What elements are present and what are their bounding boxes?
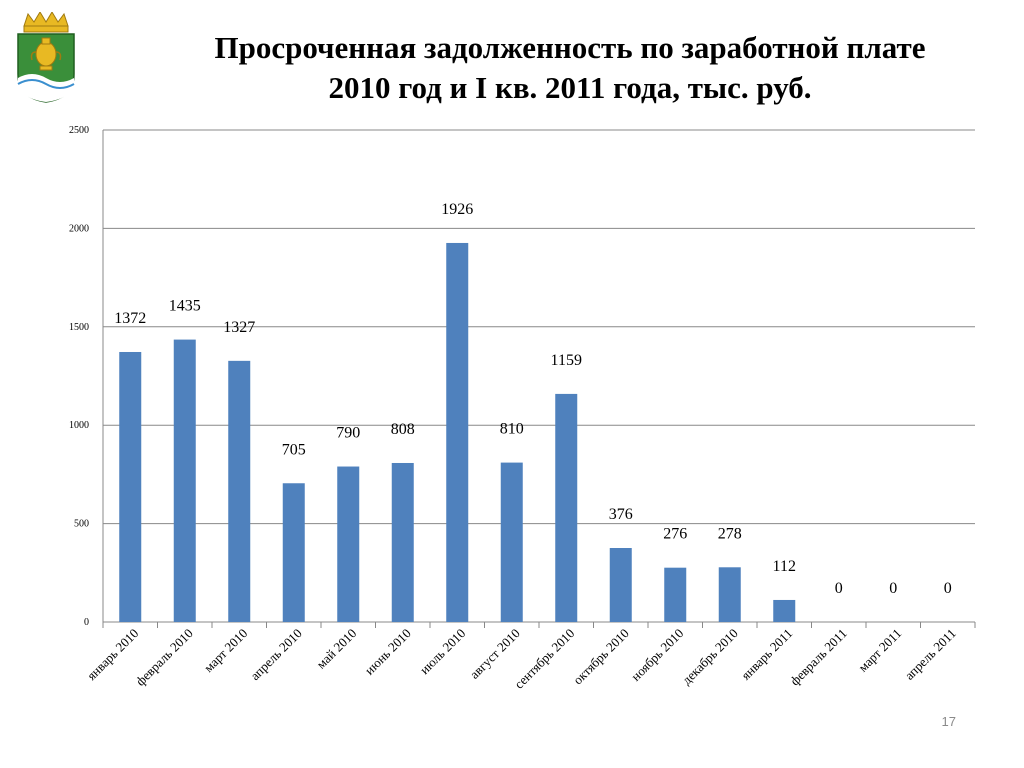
data-label-1: 1435 [169, 298, 201, 315]
data-label-13: 0 [835, 580, 843, 597]
bar-9 [609, 548, 632, 622]
data-label-7: 810 [500, 421, 524, 438]
data-label-2: 1327 [223, 319, 255, 336]
x-tick-label-12: январь 2011 [738, 626, 795, 683]
x-tick-label-2: март 2010 [201, 626, 251, 676]
x-tick-label-15: апрель 2011 [902, 626, 959, 683]
title-line-2: 2010 год и I кв. 2011 года, тыс. руб. [328, 70, 812, 105]
bar-5 [391, 462, 414, 622]
data-label-12: 112 [773, 558, 796, 575]
bar-4 [337, 466, 360, 622]
y-tick-label-1: 500 [74, 519, 89, 530]
x-tick-label-4: май 2010 [313, 626, 359, 672]
bar-3 [282, 483, 305, 622]
y-tick-label-4: 2000 [69, 223, 89, 234]
x-tick-label-6: июль 2010 [417, 626, 469, 678]
x-tick-label-0: январь 2010 [84, 626, 142, 684]
bar-8 [555, 393, 578, 622]
bar-1 [173, 339, 196, 622]
data-label-3: 705 [282, 441, 306, 458]
data-label-14: 0 [889, 580, 897, 597]
x-tick-label-1: февраль 2010 [133, 626, 196, 689]
y-tick-label-0: 0 [84, 617, 89, 628]
data-label-8: 1159 [551, 352, 582, 369]
bar-6 [446, 242, 469, 622]
y-tick-label-5: 2500 [69, 125, 89, 136]
x-tick-label-14: март 2011 [855, 626, 904, 675]
bar-0 [119, 351, 142, 622]
bar-11 [718, 567, 741, 622]
coat-of-arms-icon [17, 12, 75, 103]
chart-title: Просроченная задолженность по заработной… [150, 28, 990, 108]
slide-number: 17 [941, 714, 956, 729]
y-tick-label-2: 1000 [69, 420, 89, 431]
data-label-0: 1372 [114, 310, 146, 327]
bar-7 [500, 462, 523, 622]
data-label-6: 1926 [441, 201, 473, 218]
x-tick-label-11: декабрь 2010 [679, 626, 741, 688]
x-tick-label-7: август 2010 [467, 626, 523, 682]
data-label-15: 0 [944, 580, 952, 597]
bar-2 [228, 360, 251, 622]
data-label-4: 790 [336, 425, 360, 442]
y-tick-label-3: 1500 [69, 322, 89, 333]
data-label-5: 808 [391, 421, 415, 438]
data-label-9: 376 [609, 506, 633, 523]
x-tick-label-10: ноябрь 2010 [628, 626, 686, 684]
data-label-11: 278 [718, 525, 742, 542]
bar-10 [664, 567, 687, 622]
x-tick-label-5: июнь 2010 [362, 626, 414, 678]
title-line-1: Просроченная задолженность по заработной… [214, 30, 926, 65]
bar-12 [773, 599, 796, 622]
x-tick-label-13: февраль 2011 [787, 626, 850, 689]
x-tick-label-3: апрель 2010 [247, 626, 305, 684]
x-tick-label-9: октябрь 2010 [570, 626, 632, 688]
data-label-10: 276 [663, 526, 687, 543]
